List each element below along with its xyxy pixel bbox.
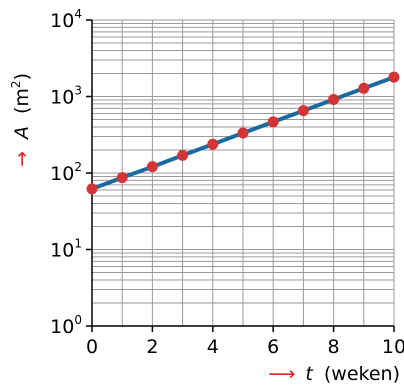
tick-marks — [86, 19, 395, 332]
x-tick-label: 0 — [86, 336, 98, 358]
y-tick-label: 101 — [50, 237, 82, 262]
y-axis-arrow: → — [11, 151, 33, 167]
y-axis-unit: (m — [11, 88, 33, 114]
y-axis-unit-close: ) — [11, 73, 33, 80]
data-point — [358, 82, 370, 94]
x-tick-label: 8 — [328, 336, 340, 358]
x-tick-label: 2 — [146, 336, 158, 358]
y-axis-unit-exp: 2 — [9, 80, 23, 88]
x-tick-label: 10 — [382, 336, 404, 358]
data-point — [237, 127, 249, 139]
y-tick-label: 104 — [50, 7, 82, 32]
y-tick-label: 102 — [50, 160, 82, 185]
data-point — [207, 138, 219, 150]
x-axis-symbol: t — [305, 363, 314, 385]
y-tick-label: 103 — [50, 84, 82, 109]
data-point — [297, 105, 309, 117]
x-axis-arrow: ⟶ — [268, 363, 295, 385]
data-point — [146, 161, 158, 173]
data-point — [328, 93, 340, 105]
x-axis-title: ⟶ t (weken) — [268, 363, 400, 385]
data-point — [116, 172, 128, 184]
data-point — [267, 116, 279, 128]
y-tick-label: 100 — [50, 313, 82, 338]
tick-labels: 0 2 4 6 8 10 100 101 102 103 104 — [50, 7, 404, 358]
data-points — [86, 71, 400, 195]
y-axis-symbol: A — [11, 126, 33, 141]
x-tick-label: 4 — [207, 336, 219, 358]
y-axis-title-group: → A (m2) — [9, 73, 33, 167]
data-point — [177, 149, 189, 161]
x-tick-label: 6 — [267, 336, 279, 358]
data-point — [86, 183, 98, 195]
y-axis-title: → A (m2) — [9, 73, 33, 167]
x-axis-unit: (weken) — [324, 363, 400, 385]
data-point — [388, 71, 400, 83]
